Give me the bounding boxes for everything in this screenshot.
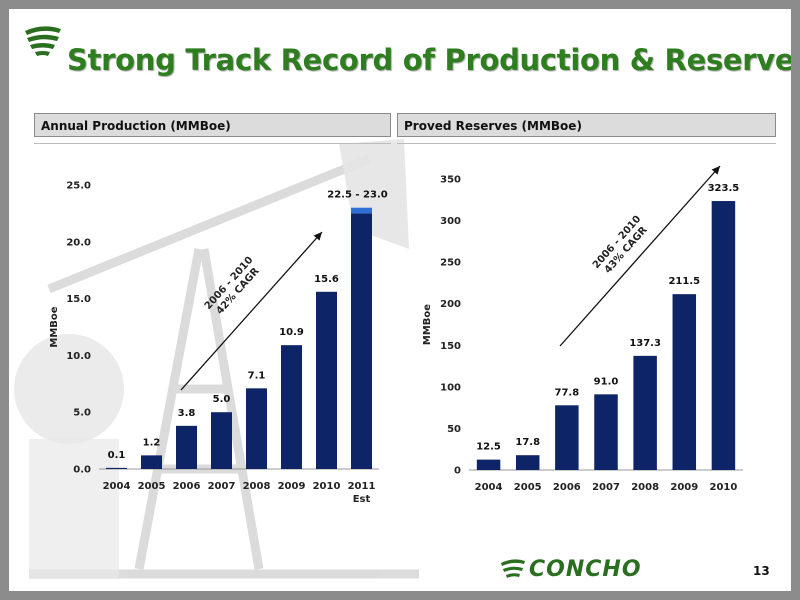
cagr-arrow-head — [711, 166, 720, 175]
y-tick-label: 350 — [440, 175, 461, 186]
page-title: Strong Track Record of Production & Rese… — [67, 43, 791, 77]
y-axis-title: MMBoe — [49, 306, 60, 347]
header-rule-left — [34, 143, 391, 144]
x-tick-label: 2005 — [514, 482, 542, 493]
bar — [633, 355, 657, 470]
production-chart: 0.0 5.0 10.0 15.0 20.0 25.0 MMBoe 0.1 2004 1.2 200… — [49, 181, 388, 506]
bar — [351, 213, 372, 469]
y-tick-label: 25.0 — [66, 181, 91, 192]
cagr-annotation: 2006 - 201043% CAGR — [591, 214, 653, 279]
x-tick-label: 2010 — [313, 481, 341, 492]
data-label: 5.0 — [213, 394, 231, 405]
x-tick-label: 2010 — [710, 482, 738, 493]
bar — [555, 405, 579, 470]
y-tick-label: 0.0 — [73, 465, 91, 476]
y-axis-title: MMBoe — [422, 304, 433, 345]
y-tick-label: 100 — [440, 382, 461, 393]
bar — [515, 455, 540, 470]
bar — [141, 455, 162, 469]
bar — [711, 201, 736, 471]
y-tick-label: 250 — [440, 258, 461, 269]
bar — [594, 394, 618, 470]
x-tick-label: 2007 — [208, 481, 236, 492]
bar — [316, 291, 337, 469]
data-label: 7.1 — [248, 370, 266, 381]
x-tick-label: 2005 — [138, 481, 166, 492]
cagr-arrow — [559, 165, 721, 347]
data-label: 22.5 - 23.0 — [327, 190, 388, 201]
concho-logo-icon — [25, 26, 61, 56]
y-tick-label: 50 — [447, 424, 461, 435]
x-tick-label: 2008 — [243, 481, 271, 492]
data-label: 211.5 — [668, 276, 700, 287]
data-label: 77.8 — [555, 387, 580, 398]
x-tick-label: 2011 Est — [348, 481, 376, 505]
brand-wordmark: CONCHO — [529, 557, 642, 582]
data-label: 91.0 — [594, 376, 619, 387]
bar — [106, 467, 127, 469]
y-tick-label: 15.0 — [66, 294, 91, 305]
y-tick-label: 5.0 — [73, 408, 91, 419]
header-rule-right — [397, 143, 776, 144]
bar — [281, 345, 302, 469]
y-tick-label: 10.0 — [66, 351, 91, 362]
y-tick-label: 0 — [454, 466, 461, 477]
data-label: 10.9 — [279, 327, 304, 338]
x-tick-label: 2006 — [173, 481, 201, 492]
x-tick-label: 2006 — [553, 482, 581, 493]
x-tick-label: 2007 — [592, 482, 620, 493]
bar — [476, 459, 501, 470]
bar — [246, 388, 267, 469]
data-label: 17.8 — [515, 437, 540, 448]
y-tick-label: 200 — [440, 299, 461, 310]
slide: Strong Track Record of Production & Rese… — [9, 9, 791, 591]
bar — [176, 425, 197, 469]
y-tick-label: 150 — [440, 341, 461, 352]
x-tick-label: 2008 — [631, 482, 659, 493]
x-tick-label: 2009 — [670, 482, 698, 493]
bar — [672, 294, 697, 470]
data-label: 1.2 — [143, 437, 161, 448]
reserves-chart: 0 50 100 150 200 250 300 350 MMBoe 12.5 2004 17.8 20… — [422, 165, 743, 493]
concho-footer-logo-icon — [501, 559, 525, 578]
bar-range-segment — [351, 207, 372, 214]
bar — [211, 412, 232, 469]
y-tick-label: 20.0 — [66, 237, 91, 248]
x-tick-label: 2009 — [278, 481, 306, 492]
page-number: 13 — [753, 564, 770, 578]
x-tick-label: 2004 — [475, 482, 503, 493]
data-label: 137.3 — [629, 338, 661, 349]
data-label: 323.5 — [708, 183, 740, 194]
data-label: 12.5 — [476, 442, 501, 453]
data-label: 15.6 — [314, 274, 339, 285]
data-label: 3.8 — [178, 408, 196, 419]
x-tick-label: 2004 — [103, 481, 131, 492]
data-label: 0.1 — [108, 450, 126, 461]
reserves-panel-header: Proved Reserves (MMBoe) — [397, 113, 776, 137]
cagr-arrow — [180, 231, 323, 391]
production-panel-header: Annual Production (MMBoe) — [34, 113, 391, 137]
cagr-arrow-head — [313, 232, 322, 241]
y-tick-label: 300 — [440, 216, 461, 227]
